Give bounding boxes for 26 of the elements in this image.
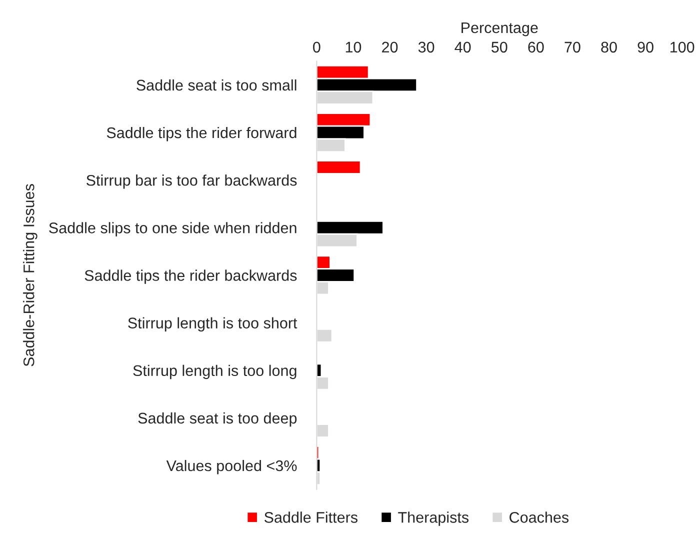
x-tick-label: 10 <box>346 42 362 53</box>
y-axis-title: Saddle-Rider Fitting Issues <box>23 184 38 366</box>
y-tick-label: Saddle tips the rider forward <box>106 126 296 142</box>
legend-label: Saddle Fitters <box>264 512 358 523</box>
y-tick-label: Saddle seat is too small <box>136 79 296 91</box>
legend-label: Therapists <box>398 512 469 526</box>
x-tick-label: 30 <box>418 42 434 53</box>
y-tick-label: Saddle slips to one side when ridden <box>49 222 296 236</box>
y-tick-label: Stirrup bar is too far backwards <box>86 174 297 189</box>
x-tick-label: 60 <box>528 42 544 53</box>
y-tick-label: Saddle seat is too deep <box>138 412 297 427</box>
x-tick-label: 70 <box>564 42 580 53</box>
y-tick-label: Stirrup length is too short <box>128 317 298 332</box>
y-tick-label: Stirrup length is too long <box>133 364 296 380</box>
x-tick-label: 50 <box>491 42 508 53</box>
bar <box>316 160 362 174</box>
x-tick-label: 100 <box>670 42 694 53</box>
x-tick-label: 20 <box>382 42 398 53</box>
x-tick-label: 80 <box>601 42 617 53</box>
x-axis-title: Percentage <box>462 22 538 36</box>
x-tick-label: 0 <box>313 42 320 53</box>
y-tick-label: Values pooled <3% <box>166 460 297 474</box>
legend-label: Coaches <box>510 512 569 523</box>
x-tick-label: 90 <box>638 42 654 53</box>
x-tick-label: 40 <box>454 42 471 53</box>
y-tick-label: Saddle tips the rider backwards <box>84 270 297 284</box>
